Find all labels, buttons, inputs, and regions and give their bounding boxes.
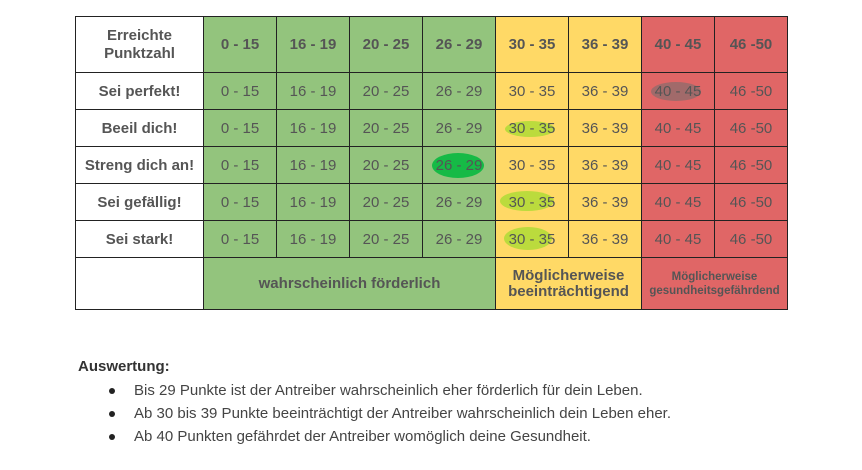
row-label: Sei perfekt! xyxy=(75,72,204,110)
table-cell: 46 -50 xyxy=(714,109,788,147)
column-header: 0 - 15 xyxy=(203,16,277,73)
table-cell: 16 - 19 xyxy=(276,220,350,258)
row-label: Streng dich an! xyxy=(75,146,204,184)
table-row: Beeil dich! 0 - 15 16 - 19 20 - 25 26 - … xyxy=(75,109,788,147)
table-row: Streng dich an! 0 - 15 16 - 19 20 - 25 2… xyxy=(75,146,788,184)
column-header: 20 - 25 xyxy=(349,16,423,73)
table-cell-marked: 26 - 29 xyxy=(422,146,496,184)
table-cell-marked: 30 - 35 xyxy=(495,183,569,221)
table-cell: 36 - 39 xyxy=(568,220,642,258)
evaluation-heading: Auswertung: xyxy=(78,358,170,375)
table-cell: 20 - 25 xyxy=(349,146,423,184)
legend-red-line2: gesundheitsgefährdend xyxy=(649,284,780,297)
legend-yellow-line1: Möglicherweise xyxy=(512,266,625,284)
column-header: 46 -50 xyxy=(714,16,788,73)
table-cell: 30 - 35 xyxy=(495,72,569,110)
table-cell: 0 - 15 xyxy=(203,220,277,258)
column-header: 26 - 29 xyxy=(422,16,496,73)
bullet-icon xyxy=(109,411,115,417)
table-cell-marked: 40 - 45 xyxy=(641,72,715,110)
column-header: 16 - 19 xyxy=(276,16,350,73)
table-cell-value: 26 - 29 xyxy=(435,156,483,174)
table-cell: 26 - 29 xyxy=(422,72,496,110)
table-row: Sei stark! 0 - 15 16 - 19 20 - 25 26 - 2… xyxy=(75,220,788,258)
table-row: Sei gefällig! 0 - 15 16 - 19 20 - 25 26 … xyxy=(75,183,788,221)
column-header: 40 - 45 xyxy=(641,16,715,73)
evaluation-list: Bis 29 Punkte ist der Antreiber wahrsche… xyxy=(78,379,838,448)
table-cell: 40 - 45 xyxy=(641,109,715,147)
table-cell: 46 -50 xyxy=(714,146,788,184)
table-cell: 26 - 29 xyxy=(422,220,496,258)
column-header: 30 - 35 xyxy=(495,16,569,73)
table-cell: 0 - 15 xyxy=(203,72,277,110)
table-cell: 0 - 15 xyxy=(203,146,277,184)
bullet-icon xyxy=(109,388,115,394)
legend-yellow: Möglicherweise beeinträchtigend xyxy=(495,257,642,310)
table-cell: 20 - 25 xyxy=(349,109,423,147)
table-cell: 26 - 29 xyxy=(422,183,496,221)
table-row: Sei perfekt! 0 - 15 16 - 19 20 - 25 26 -… xyxy=(75,72,788,110)
legend-red-line1: Möglicherweise xyxy=(671,270,758,283)
table-cell-marked: 30 - 35 xyxy=(495,220,569,258)
table-cell: 20 - 25 xyxy=(349,183,423,221)
score-table: Erreichte Punktzahl 0 - 15 16 - 19 20 - … xyxy=(75,16,788,310)
table-cell: 20 - 25 xyxy=(349,72,423,110)
table-cell-value: 30 - 35 xyxy=(508,119,556,137)
list-item: Ab 30 bis 39 Punkte beeinträchtigt der A… xyxy=(78,402,838,425)
row-label: Sei gefällig! xyxy=(75,183,204,221)
table-cell: 16 - 19 xyxy=(276,183,350,221)
header-row: Erreichte Punktzahl 0 - 15 16 - 19 20 - … xyxy=(75,16,788,73)
table-cell: 0 - 15 xyxy=(203,183,277,221)
corner-label-line2: Punktzahl xyxy=(104,44,175,62)
corner-label-line1: Erreichte xyxy=(106,26,173,44)
table-cell: 36 - 39 xyxy=(568,146,642,184)
table-cell: 36 - 39 xyxy=(568,183,642,221)
corner-label: Erreichte Punktzahl xyxy=(75,16,204,73)
list-item-text: Ab 40 Punkten gefährdet der Antreiber wo… xyxy=(134,428,591,445)
legend-row: wahrscheinlich förderlich Möglicherweise… xyxy=(75,257,788,310)
table-cell: 46 -50 xyxy=(714,220,788,258)
table-cell: 30 - 35 xyxy=(495,146,569,184)
table-cell-value: 40 - 45 xyxy=(654,82,702,100)
table-cell: 40 - 45 xyxy=(641,220,715,258)
list-item-text: Bis 29 Punkte ist der Antreiber wahrsche… xyxy=(134,382,643,399)
table-cell: 20 - 25 xyxy=(349,220,423,258)
table-cell: 46 -50 xyxy=(714,183,788,221)
evaluation-section: Auswertung: Bis 29 Punkte ist der Antrei… xyxy=(78,358,838,448)
table-cell: 40 - 45 xyxy=(641,146,715,184)
legend-green: wahrscheinlich förderlich xyxy=(203,257,496,310)
list-item: Ab 40 Punkten gefährdet der Antreiber wo… xyxy=(78,425,838,448)
table-cell: 16 - 19 xyxy=(276,72,350,110)
table-cell: 16 - 19 xyxy=(276,109,350,147)
table-cell: 36 - 39 xyxy=(568,72,642,110)
row-label: Beeil dich! xyxy=(75,109,204,147)
bullet-icon xyxy=(109,434,115,440)
list-item: Bis 29 Punkte ist der Antreiber wahrsche… xyxy=(78,379,838,402)
table-cell-marked: 30 - 35 xyxy=(495,109,569,147)
legend-red: Möglicherweise gesundheitsgefährdend xyxy=(641,257,788,310)
legend-spacer xyxy=(75,257,204,310)
list-item-text: Ab 30 bis 39 Punkte beeinträchtigt der A… xyxy=(134,405,672,422)
row-label: Sei stark! xyxy=(75,220,204,258)
table-cell: 46 -50 xyxy=(714,72,788,110)
table-cell-value: 30 - 35 xyxy=(508,230,556,248)
table-cell-value: 30 - 35 xyxy=(508,193,556,211)
column-header: 36 - 39 xyxy=(568,16,642,73)
table-cell: 0 - 15 xyxy=(203,109,277,147)
table-cell: 26 - 29 xyxy=(422,109,496,147)
table-cell: 16 - 19 xyxy=(276,146,350,184)
table-cell: 36 - 39 xyxy=(568,109,642,147)
table-cell: 40 - 45 xyxy=(641,183,715,221)
legend-yellow-line2: beeinträchtigend xyxy=(508,282,629,300)
